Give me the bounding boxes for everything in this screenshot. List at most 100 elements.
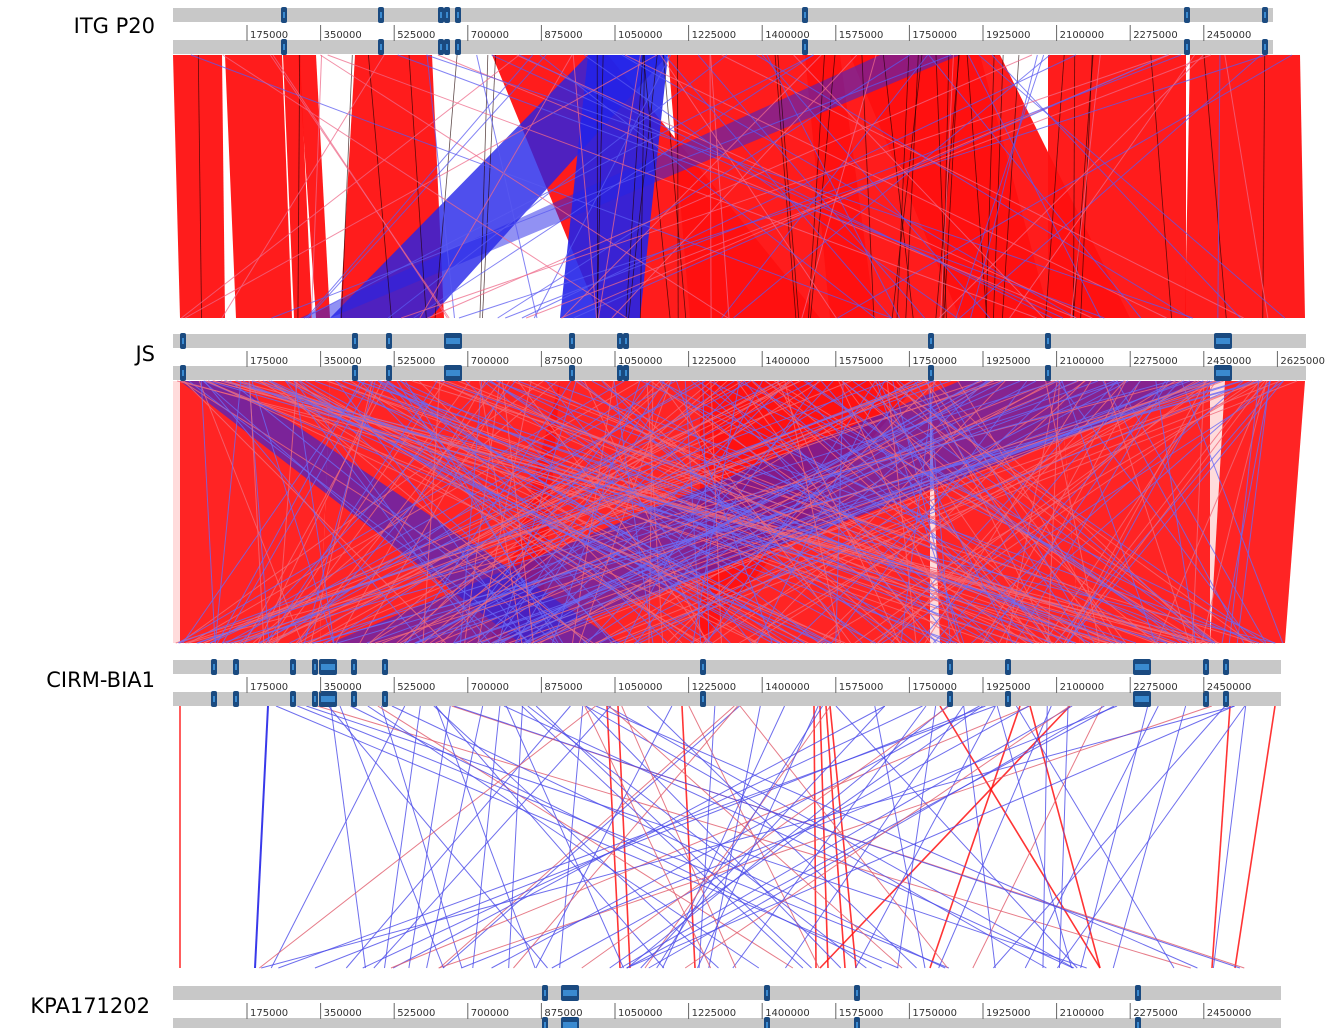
match-line <box>458 54 1267 319</box>
match-line <box>303 380 376 644</box>
match-line <box>710 54 730 319</box>
match-line <box>221 380 1059 644</box>
axis-tick-label: 1750000 <box>912 682 957 693</box>
match-edge-line <box>808 54 825 319</box>
axis-tick-label: 1750000 <box>912 30 957 41</box>
match-line <box>621 54 1077 319</box>
match-line <box>461 705 1118 969</box>
match-line <box>214 380 242 644</box>
match-line <box>574 380 962 644</box>
forward-match-line <box>1211 705 1231 969</box>
match-line <box>422 380 441 644</box>
match-line <box>330 705 366 969</box>
axis-tick-label: 350000 <box>324 1008 362 1019</box>
match-line <box>1047 380 1060 644</box>
match-line <box>373 705 612 969</box>
match-line <box>1155 380 1197 644</box>
match-line <box>584 705 712 969</box>
match-line <box>298 380 743 644</box>
match-line <box>490 380 874 644</box>
match-edge-line <box>408 54 427 319</box>
match-line <box>878 380 1014 644</box>
match-line <box>675 380 773 644</box>
axis-tick-label: 875000 <box>544 30 582 41</box>
match-line <box>545 380 752 644</box>
match-line <box>221 54 385 319</box>
match-line <box>427 54 1033 319</box>
match-line <box>252 380 1076 644</box>
genome-track-bar <box>173 8 1273 22</box>
match-line <box>508 705 523 969</box>
genome-feature-marker-core <box>702 696 704 702</box>
match-line <box>207 380 757 644</box>
match-line <box>239 380 490 644</box>
match-line <box>620 705 1073 969</box>
match-line <box>626 705 1115 969</box>
match-line <box>297 705 950 969</box>
axis-tick-label: 525000 <box>397 1008 435 1019</box>
match-line <box>1042 705 1048 969</box>
axis-tick-label: 175000 <box>250 30 288 41</box>
axis-tick-label: 1400000 <box>765 30 810 41</box>
match-line <box>265 380 438 644</box>
genome-feature-marker-core <box>380 44 382 50</box>
match-line <box>855 705 996 969</box>
genome-feature-marker-core <box>321 664 335 670</box>
forward-match-band <box>173 55 225 318</box>
match-line <box>539 54 876 319</box>
match-edge-line <box>896 54 910 319</box>
genome-feature-marker-core <box>182 338 184 344</box>
match-line <box>992 705 1226 969</box>
genome-feature-marker-core <box>388 338 390 344</box>
axis-tick-label: 1400000 <box>765 1008 810 1019</box>
genome-feature-marker-core <box>354 338 356 344</box>
match-line <box>940 54 954 319</box>
genome-feature-marker-core <box>625 370 627 376</box>
match-line <box>991 54 1241 319</box>
match-line <box>773 380 1202 644</box>
match-line <box>595 705 1198 969</box>
match-line <box>970 54 1038 319</box>
genome-track-bar <box>173 660 1281 674</box>
genome-feature-marker-core <box>766 1022 768 1028</box>
axis-tick-label: 700000 <box>471 356 509 367</box>
match-line <box>408 705 451 969</box>
match-line <box>381 705 463 969</box>
match-line <box>978 54 1286 319</box>
match-line <box>285 380 483 644</box>
forward-match-band <box>298 55 330 318</box>
genome-feature-marker-core <box>856 1022 858 1028</box>
match-line <box>1201 380 1268 644</box>
match-line <box>341 380 1034 644</box>
genome-feature-marker-core <box>292 664 294 670</box>
match-line <box>684 705 1070 969</box>
match-line <box>535 705 673 969</box>
axis-tick-label: 1225000 <box>692 682 737 693</box>
genome-feature-marker-core <box>930 338 932 344</box>
match-line <box>307 54 547 319</box>
axis-tick-label: 1400000 <box>765 682 810 693</box>
genome-feature-marker-core <box>1135 696 1149 702</box>
match-line <box>868 380 1050 644</box>
match-line <box>1221 380 1271 644</box>
axis-tick-label: 1925000 <box>986 1008 1031 1019</box>
axis-tick-label: 2100000 <box>1060 682 1105 693</box>
match-line <box>963 705 996 969</box>
genome-feature-marker-core <box>1264 12 1266 18</box>
axis-tick-label: 2100000 <box>1060 1008 1105 1019</box>
match-line <box>521 54 1077 319</box>
match-line <box>1009 54 1195 319</box>
match-line <box>756 380 885 644</box>
genome-feature-marker-core <box>446 370 460 376</box>
match-line <box>314 380 1017 644</box>
match-line <box>1217 54 1221 319</box>
match-edge-line <box>662 54 687 319</box>
match-line <box>784 380 842 644</box>
match-line <box>1045 380 1100 644</box>
genome-feature-marker-core <box>321 696 335 702</box>
match-edge-line <box>340 54 353 319</box>
genome-feature-marker-core <box>544 990 546 996</box>
genome-feature-marker-core <box>856 990 858 996</box>
match-line <box>761 54 991 319</box>
match-edge-line <box>942 54 950 319</box>
